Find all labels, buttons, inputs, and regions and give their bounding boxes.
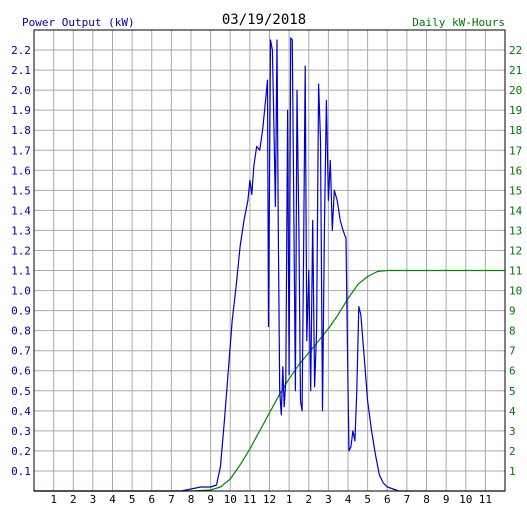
series-line-daily-kwh xyxy=(34,269,505,492)
left-tick-label: 1.8 xyxy=(11,124,31,137)
right-tick-label: 4 xyxy=(509,405,516,418)
right-tick-label: 9 xyxy=(509,305,516,318)
right-tick-label: 21 xyxy=(509,64,522,77)
right-tick-label: 13 xyxy=(509,224,522,237)
left-tick-label: 1.7 xyxy=(11,144,31,157)
right-tick-label: 22 xyxy=(509,44,522,57)
left-tick-label: 0.7 xyxy=(11,345,31,358)
x-tick-label: 12 xyxy=(263,493,276,506)
left-tick-label: 0.3 xyxy=(11,425,31,438)
x-tick-label: 7 xyxy=(404,493,411,506)
x-tick-label: 3 xyxy=(325,493,332,506)
right-tick-label: 14 xyxy=(509,204,523,217)
left-tick-label: 1.4 xyxy=(11,204,31,217)
x-tick-label: 5 xyxy=(364,493,371,506)
right-tick-label: 15 xyxy=(509,184,522,197)
x-tick-label: 10 xyxy=(224,493,237,506)
left-tick-label: 0.9 xyxy=(11,305,31,318)
right-tick-label: 8 xyxy=(509,325,516,338)
right-tick-label: 2 xyxy=(509,445,516,458)
left-tick-label: 1.5 xyxy=(11,184,31,197)
right-tick-label: 19 xyxy=(509,104,522,117)
left-tick-label: 1.2 xyxy=(11,244,31,257)
x-tick-label: 5 xyxy=(129,493,136,506)
x-tick-label: 11 xyxy=(243,493,256,506)
right-tick-label: 6 xyxy=(509,365,516,378)
right-tick-label: 18 xyxy=(509,124,522,137)
right-tick-label: 5 xyxy=(509,385,516,398)
left-tick-label: 1.6 xyxy=(11,164,31,177)
x-tick-label: 9 xyxy=(443,493,450,506)
left-tick-label: 1.1 xyxy=(11,265,31,278)
x-tick-label: 2 xyxy=(70,493,77,506)
x-tick-label: 1 xyxy=(50,493,57,506)
left-tick-label: 0.5 xyxy=(11,385,31,398)
right-tick-label: 20 xyxy=(509,84,522,97)
right-tick-label: 11 xyxy=(509,265,522,278)
x-tick-label: 6 xyxy=(384,493,391,506)
plot-frame xyxy=(33,29,506,492)
left-axis-label: Power Output (kW) xyxy=(22,16,135,29)
x-axis-ticks: 1 2 3 4 5 6 7 8 9 10 11 12 1 2 3 4 5 6 7 8 9 10 11 xyxy=(50,493,492,506)
right-tick-label: 1 xyxy=(509,465,516,478)
x-tick-label: 4 xyxy=(345,493,352,506)
chart-title: 03/19/2018 xyxy=(222,12,306,28)
x-tick-label: 6 xyxy=(148,493,155,506)
left-tick-label: 1.0 xyxy=(11,285,31,298)
x-tick-label: 10 xyxy=(459,493,472,506)
right-tick-label: 16 xyxy=(509,164,522,177)
left-tick-label: 0.2 xyxy=(11,445,31,458)
right-tick-label: 3 xyxy=(509,425,516,438)
right-tick-label: 17 xyxy=(509,144,522,157)
series-line-power-output xyxy=(34,37,505,492)
left-tick-label: 0.1 xyxy=(11,465,31,478)
right-tick-label: 7 xyxy=(509,345,516,358)
right-tick-label: 10 xyxy=(509,285,522,298)
left-tick-label: 0.6 xyxy=(11,365,31,378)
x-tick-label: 2 xyxy=(305,493,312,506)
x-tick-label: 4 xyxy=(109,493,116,506)
left-axis-ticks: 0.1 0.2 0.3 0.4 0.5 0.6 0.7 0.8 0.9 1.0 1.1 1.2 1.3 1… xyxy=(11,44,31,478)
x-tick-label: 11 xyxy=(479,493,492,506)
left-tick-label: 2.2 xyxy=(11,44,31,57)
x-tick-label: 9 xyxy=(207,493,214,506)
left-tick-label: 1.3 xyxy=(11,224,31,237)
right-axis-label: Daily kW-Hours xyxy=(412,16,505,29)
left-tick-label: 0.4 xyxy=(11,405,31,418)
x-tick-label: 3 xyxy=(90,493,97,506)
x-tick-label: 7 xyxy=(168,493,175,506)
x-tick-label: 1 xyxy=(286,493,293,506)
left-tick-label: 0.8 xyxy=(11,325,31,338)
right-tick-label: 12 xyxy=(509,244,522,257)
series-layer xyxy=(34,37,505,492)
left-tick-label: 2.1 xyxy=(11,64,31,77)
left-tick-label: 2.0 xyxy=(11,84,31,97)
left-tick-label: 1.9 xyxy=(11,104,31,117)
x-tick-label: 8 xyxy=(423,493,430,506)
x-tick-label: 8 xyxy=(188,493,195,506)
